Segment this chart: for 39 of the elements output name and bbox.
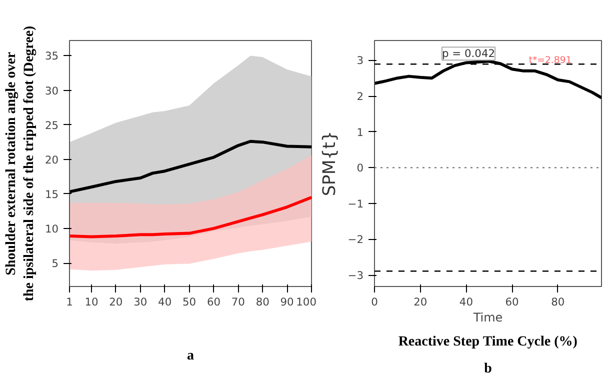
x-tick-label: 10 xyxy=(84,296,98,308)
text: b xyxy=(484,362,492,376)
y-axis-title: Shoulder external rotation angle over the ipsilateral side of the tripped foot (Degree) xyxy=(4,25,37,302)
x-tick-label: 30 xyxy=(134,296,148,308)
y-tick-label: −3 xyxy=(348,269,364,282)
x-tick-label: 60 xyxy=(206,296,221,308)
y-tick-label: 1 xyxy=(356,126,364,139)
x-tick-label: 80 xyxy=(551,296,565,308)
x-tick-label: 40 xyxy=(158,296,172,308)
y-axis-title: SPM{t} xyxy=(320,130,340,196)
x-tick-label: 100 xyxy=(296,296,317,308)
y-tick-label: 0 xyxy=(356,162,364,175)
ref-line-label: t*=2.891 xyxy=(528,55,572,66)
y-tick-label: 10 xyxy=(44,222,59,236)
text: a xyxy=(187,348,194,364)
x-tick-label: 70 xyxy=(231,296,246,308)
x-tick-label: 1 xyxy=(66,296,73,308)
y-tick-label: 5 xyxy=(52,257,58,270)
text: Reactive Step Time Cycle (%) xyxy=(398,334,578,350)
y-tick-label: 25 xyxy=(44,118,59,132)
annotation: p = 0.042 xyxy=(442,47,496,60)
y-tick-label: 30 xyxy=(44,84,59,98)
x-tick-label: 60 xyxy=(505,296,520,308)
y-tick-label: −1 xyxy=(348,197,364,210)
x-tick-label: 40 xyxy=(459,296,474,308)
y-tick-label: 15 xyxy=(44,188,59,201)
x-tick-label: 20 xyxy=(109,296,123,308)
x-axis-title: Time xyxy=(472,310,503,324)
x-tick-label: 90 xyxy=(280,296,294,308)
y-tick-label: −2 xyxy=(348,233,364,246)
x-tick-label: 50 xyxy=(182,296,196,308)
x-tick-label: 0 xyxy=(371,296,378,308)
x-tick-label: 20 xyxy=(414,296,428,308)
line-series xyxy=(70,196,312,238)
y-tick-label: 3 xyxy=(356,54,364,68)
x-tick-label: 80 xyxy=(256,296,270,308)
y-tick-label: 2 xyxy=(356,90,364,103)
y-tick-label: 20 xyxy=(44,153,59,166)
y-tick-label: 35 xyxy=(44,50,59,63)
